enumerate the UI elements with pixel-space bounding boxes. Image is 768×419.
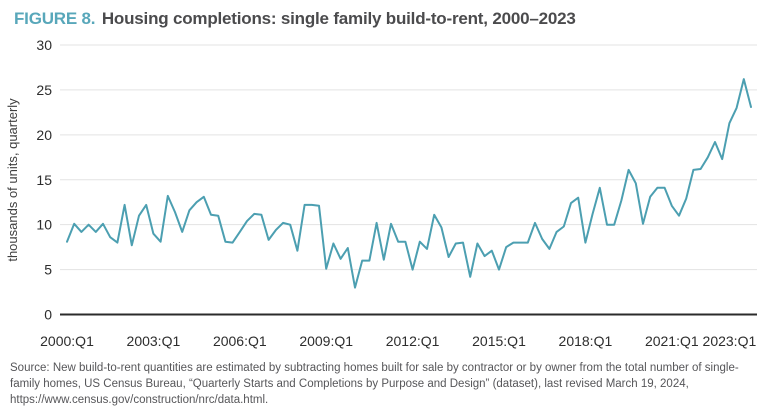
figure-number-label: FIGURE 8. bbox=[14, 9, 96, 28]
line-chart: 0 5 10 15 20 25 30 2000:Q1 2003:Q1 2006:Q1 2009:Q1… bbox=[5, 38, 757, 349]
x-tick-label: 2000:Q1 bbox=[40, 333, 94, 349]
y-tick-label: 15 bbox=[36, 172, 52, 188]
y-tick-label: 30 bbox=[36, 38, 52, 53]
x-tick-label: 2018:Q1 bbox=[559, 333, 613, 349]
y-tick-label: 10 bbox=[36, 217, 52, 233]
x-tick-label: 2015:Q1 bbox=[472, 333, 526, 349]
y-tick-label: 0 bbox=[44, 307, 52, 323]
y-tick-label: 20 bbox=[36, 127, 52, 143]
y-tick-label: 25 bbox=[36, 82, 52, 98]
y-tick-label: 5 bbox=[44, 262, 52, 278]
figure-title: FIGURE 8. Housing completions: single fa… bbox=[0, 0, 768, 38]
build-to-rent-series-line bbox=[66, 78, 752, 289]
x-tick-label: 2012:Q1 bbox=[386, 333, 440, 349]
x-tick-label: 2021:Q1 bbox=[645, 333, 699, 349]
x-tick-label: 2009:Q1 bbox=[299, 333, 353, 349]
x-tick-label: 2003:Q1 bbox=[127, 333, 181, 349]
x-tick-label: 2023:Q1 bbox=[703, 333, 757, 349]
y-axis-title: thousands of units, quarterly bbox=[5, 98, 20, 262]
figure-title-text: Housing completions: single family build… bbox=[101, 9, 576, 28]
x-tick-label: 2006:Q1 bbox=[213, 333, 267, 349]
source-note: Source: New build-to-rent quantities are… bbox=[10, 362, 739, 406]
